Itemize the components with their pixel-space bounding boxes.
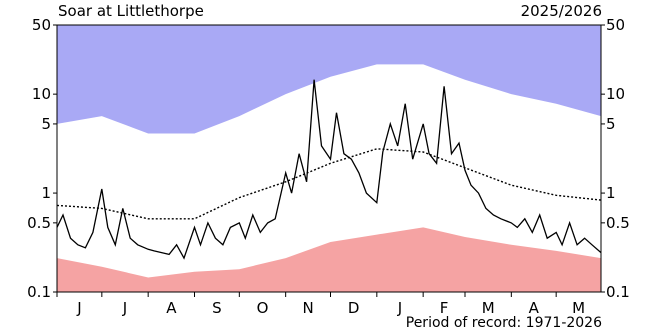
y-tick-label-left: 0.1 [27, 283, 51, 301]
x-tick-label: F [440, 299, 449, 317]
plot-area: 50 50 10 10 5 5 1 1 0.5 0.5 0.1 0.1 J J A S O N D J F M A M [27, 16, 630, 317]
x-tick-label: O [257, 299, 269, 317]
plot-frame [56, 24, 602, 293]
min-flow-band [57, 227, 601, 292]
max-flow-band [57, 25, 601, 134]
x-tick-label: A [529, 299, 540, 317]
y-tick-label-right: 0.5 [606, 214, 630, 232]
x-tick-label: D [348, 299, 360, 317]
x-tick-label: S [212, 299, 222, 317]
x-tick-label: J [122, 299, 127, 317]
y-tick-label-left: 0.5 [27, 214, 51, 232]
y-tick-label-right: 10 [606, 85, 625, 103]
y-tick-label-right: 1 [606, 184, 616, 202]
x-tick-label: M [482, 299, 495, 317]
y-tick-label-left: 5 [41, 115, 51, 133]
y-tick-label-right: 50 [606, 16, 625, 34]
mean-flow-line [56, 148, 602, 220]
y-tick-label-left: 50 [32, 16, 51, 34]
period-label: 2025/2026 [521, 2, 602, 20]
x-tick-label: A [166, 299, 177, 317]
x-tick-label: M [572, 299, 585, 317]
y-tick-label-left: 1 [41, 184, 51, 202]
chart-title: Soar at Littlethorpe [58, 2, 204, 20]
period-of-record: Period of record: 1971-2026 [406, 315, 602, 331]
x-tick-label: J [76, 299, 81, 317]
x-tick-label: N [302, 299, 313, 317]
x-tick-label: J [397, 299, 402, 317]
y-tick-label-left: 10 [32, 85, 51, 103]
current-flow-line [56, 79, 602, 260]
y-tick-label-right: 0.1 [606, 283, 630, 301]
y-tick-label-right: 5 [606, 115, 616, 133]
